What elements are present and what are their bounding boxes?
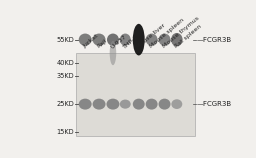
Text: —FCGR3B: —FCGR3B — [197, 101, 232, 107]
Text: Mouse liver: Mouse liver — [135, 22, 166, 49]
Ellipse shape — [158, 99, 170, 110]
Text: 35KD: 35KD — [56, 73, 74, 79]
Ellipse shape — [79, 33, 92, 46]
Ellipse shape — [107, 33, 119, 46]
Text: 40KD: 40KD — [56, 60, 74, 66]
Ellipse shape — [120, 100, 131, 109]
Ellipse shape — [110, 41, 116, 65]
Text: THP-1: THP-1 — [122, 34, 139, 49]
Text: 55KD: 55KD — [56, 37, 74, 43]
Bar — [76, 53, 195, 136]
Text: 25KD: 25KD — [56, 101, 74, 107]
Ellipse shape — [146, 99, 158, 110]
Ellipse shape — [106, 99, 119, 110]
Ellipse shape — [133, 24, 145, 55]
Text: U-937: U-937 — [110, 33, 127, 49]
Text: Mouse spleen: Mouse spleen — [148, 18, 185, 49]
Ellipse shape — [133, 99, 145, 110]
Ellipse shape — [93, 33, 105, 46]
Ellipse shape — [93, 99, 105, 110]
Ellipse shape — [171, 33, 183, 46]
Text: 15KD: 15KD — [56, 129, 74, 135]
Ellipse shape — [171, 99, 182, 109]
Text: Mouse thymus: Mouse thymus — [161, 16, 200, 49]
Text: Raji: Raji — [96, 38, 108, 49]
Text: —FCGR3B: —FCGR3B — [197, 37, 232, 43]
Text: Jurkat: Jurkat — [82, 34, 99, 49]
Ellipse shape — [158, 33, 170, 46]
Text: Rat spleen: Rat spleen — [174, 24, 202, 49]
Ellipse shape — [146, 33, 158, 46]
Ellipse shape — [120, 33, 131, 46]
Ellipse shape — [79, 99, 92, 110]
